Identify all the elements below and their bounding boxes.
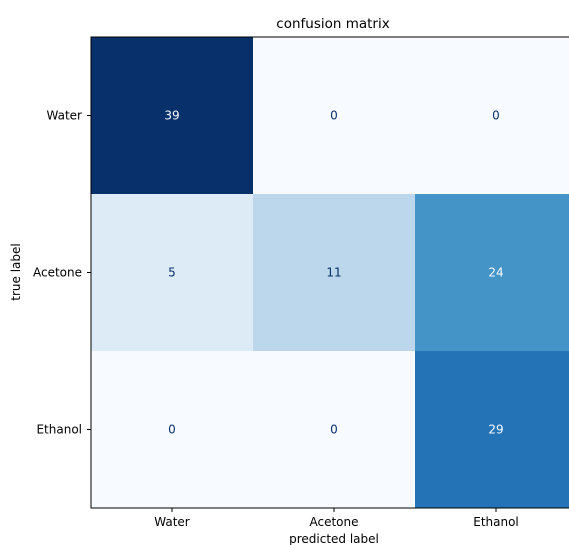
heatmap-cell (253, 37, 415, 194)
y-tick-label: Ethanol (36, 423, 82, 437)
heatmap-cell (415, 37, 569, 194)
heatmap-cell (91, 194, 253, 351)
cell-value-label: 29 (488, 423, 503, 437)
cell-value-label: 0 (330, 109, 338, 123)
x-tick-label: Ethanol (473, 515, 519, 529)
cell-value-label: 0 (492, 109, 500, 123)
chart-title: confusion matrix (276, 16, 389, 32)
cell-value-label: 24 (488, 266, 503, 280)
y-tick-label: Acetone (33, 266, 82, 280)
cell-value-label: 11 (326, 266, 341, 280)
heatmap-cells (91, 37, 569, 508)
y-axis-ticks: Water Acetone Ethanol (33, 109, 91, 437)
x-axis-label: predicted label (289, 532, 379, 545)
x-axis-ticks: Water Acetone Ethanol (154, 508, 519, 529)
cell-value-label: 5 (168, 266, 176, 280)
heatmap-cell (91, 37, 253, 194)
heatmap-cell (91, 351, 253, 508)
x-tick-label: Water (154, 515, 190, 529)
x-tick-label: Acetone (309, 515, 358, 529)
cell-value-label: 0 (168, 423, 176, 437)
heatmap-cell (253, 351, 415, 508)
cell-value-label: 0 (330, 423, 338, 437)
heatmap-cell (415, 351, 569, 508)
y-tick-label: Water (47, 109, 83, 123)
heatmap-cell (415, 194, 569, 351)
heatmap-cell (253, 194, 415, 351)
cell-value-label: 39 (164, 109, 179, 123)
y-axis-label: true label (9, 243, 23, 300)
plot-frame (90, 36, 569, 509)
cell-value-labels: 39 0 0 5 11 24 0 0 29 (164, 109, 503, 437)
